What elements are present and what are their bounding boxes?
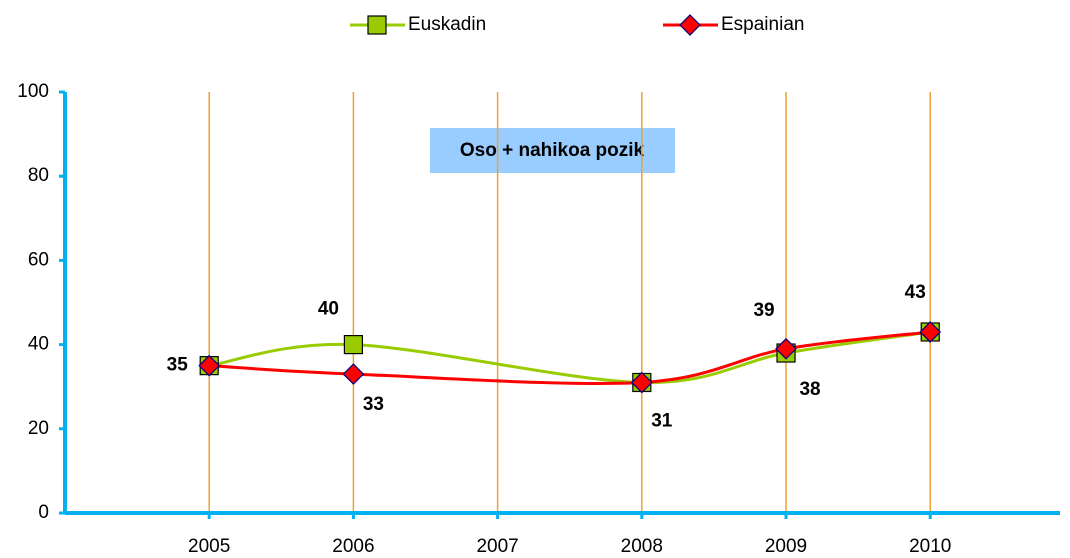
data-label: 35	[167, 355, 189, 376]
legend-marker	[679, 14, 701, 36]
series-line	[208, 330, 931, 384]
data-label: 39	[753, 300, 774, 321]
annotation-box	[430, 128, 675, 173]
x-tick-label: 2009	[765, 536, 807, 557]
y-tick-label: 80	[28, 165, 49, 186]
data-label: 33	[363, 394, 384, 415]
data-label: 40	[318, 299, 339, 320]
legend-label: Euskadin	[408, 14, 486, 35]
x-tick-label: 2005	[188, 536, 230, 557]
x-tick-label: 2007	[476, 536, 518, 557]
y-tick-label: 40	[28, 334, 49, 355]
legend-marker	[367, 15, 387, 35]
x-tick-label: 2006	[332, 536, 374, 557]
y-tick-label: 100	[17, 81, 49, 102]
series-line	[209, 330, 931, 386]
y-tick-label: 20	[28, 418, 49, 439]
data-point	[342, 363, 365, 385]
data-point	[198, 354, 221, 377]
y-tick-label: 0	[38, 502, 49, 523]
data-point	[630, 371, 653, 394]
data-label: 43	[905, 282, 926, 303]
data-point	[775, 337, 797, 360]
data-point	[919, 321, 942, 343]
annotation: Oso + nahikoa pozik	[460, 140, 645, 161]
x-tick-label: 2010	[909, 536, 951, 557]
data-label: 38	[799, 379, 820, 400]
data-label: 31	[651, 411, 673, 432]
legend-label: Espainian	[721, 14, 804, 35]
x-tick-label: 2008	[621, 536, 663, 557]
y-tick-label: 60	[28, 249, 49, 270]
data-point	[343, 335, 364, 355]
